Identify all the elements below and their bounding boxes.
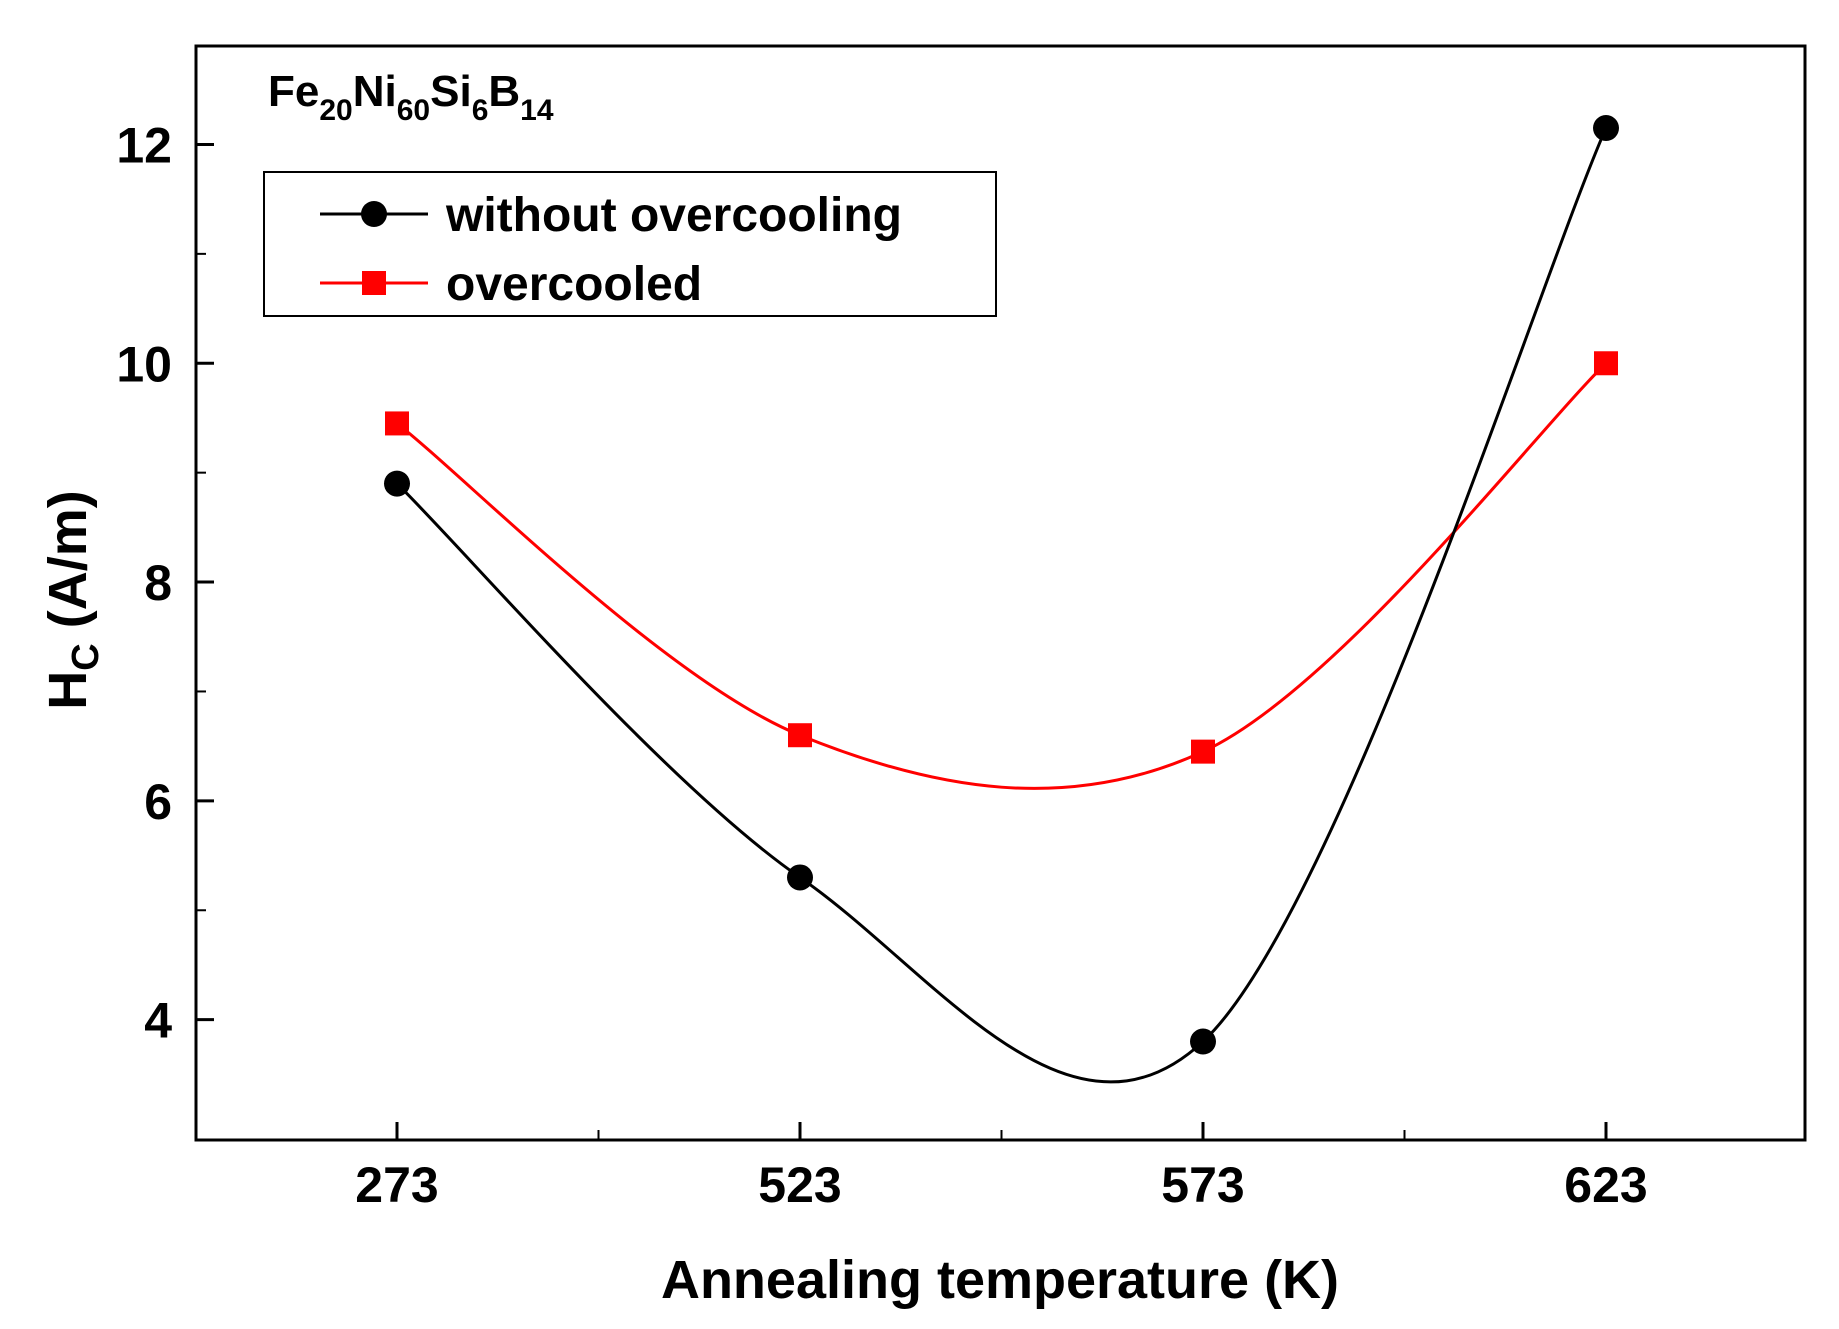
x-axis: 273 523 573 623 <box>355 1122 1648 1213</box>
data-point-red <box>1594 351 1618 376</box>
annotation-element: Ni <box>353 67 397 116</box>
data-point-red <box>788 723 812 748</box>
annotation-subscript: 6 <box>472 94 489 127</box>
x-tick-label: 623 <box>1564 1157 1647 1213</box>
annotation-element: Fe <box>268 67 319 116</box>
data-point-black <box>384 470 410 497</box>
series-line-black <box>395 127 1608 1084</box>
y-axis-title-symbol: H <box>38 671 98 710</box>
y-axis-title-subscript: C <box>65 643 107 670</box>
y-axis: 4 6 8 10 12 <box>116 117 214 1049</box>
y-tick-label: 8 <box>144 555 172 611</box>
annotation-subscript: 20 <box>319 94 352 127</box>
legend-marker-red <box>362 271 386 295</box>
data-point-black <box>1593 115 1619 142</box>
data-point-red <box>1191 739 1215 764</box>
data-point-red <box>385 411 409 436</box>
annotation-subscript: 60 <box>397 94 430 127</box>
y-tick-label: 6 <box>144 774 172 830</box>
y-axis-title-unit: (A/m) <box>38 490 98 643</box>
legend: without overcooling overcooled <box>263 171 997 317</box>
x-tick-label: 523 <box>758 1157 841 1213</box>
legend-label-red: overcooled <box>446 258 702 311</box>
y-tick-label: 12 <box>116 117 172 173</box>
data-point-black <box>1190 1028 1216 1055</box>
y-tick-label: 10 <box>116 336 172 392</box>
series-line-red <box>396 362 1608 790</box>
legend-label-black: without overcooling <box>445 189 902 242</box>
data-point-black <box>787 864 813 891</box>
x-axis-title: Annealing temperature (K) <box>661 1250 1339 1310</box>
series-layer <box>384 115 1619 1084</box>
x-tick-label: 573 <box>1161 1157 1244 1213</box>
annotation-element: B <box>488 67 520 116</box>
annotation-element: Si <box>430 67 472 116</box>
y-tick-label: 4 <box>144 993 172 1049</box>
legend-marker-black <box>361 201 387 227</box>
x-tick-label: 273 <box>355 1157 438 1213</box>
y-axis-title: HC (A/m) <box>38 490 107 709</box>
alloy-annotation: Fe20Ni60Si6B14 <box>268 67 554 127</box>
annotation-subscript: 14 <box>520 94 554 127</box>
